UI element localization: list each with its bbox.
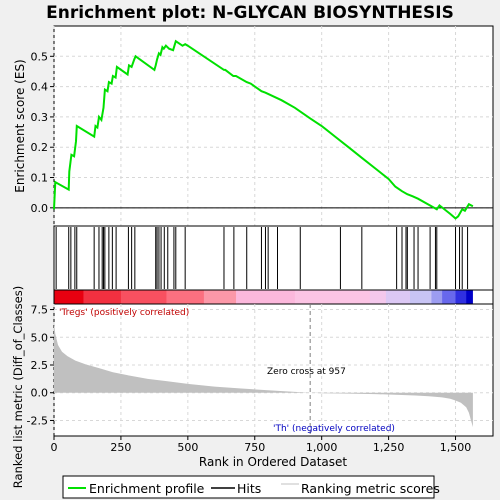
es-panel [53, 25, 494, 227]
es-grid [53, 26, 493, 226]
positive-class-label: 'Tregs' (positively correlated) [59, 308, 189, 318]
heat-bar-segment [203, 290, 237, 304]
negative-class-label: 'Th' (negatively correlated) [273, 424, 395, 434]
chart-title: Enrichment plot: N-GLYCAN BIOSYNTHESIS [46, 3, 454, 23]
metric-y-axis: -2.5 0.0 2.5 5.0 7.5 [27, 304, 54, 427]
heat-bar-segment [466, 290, 474, 304]
legend-box [62, 475, 435, 499]
x-tick-label: 0 [51, 441, 58, 454]
metric-y-tick-label: -2.5 [27, 414, 48, 427]
heat-bar-segment [294, 290, 371, 304]
heat-bar-segment [236, 290, 296, 304]
metric-panel [53, 303, 494, 437]
es-line-group [53, 39, 474, 220]
x-tick-label: 1,250 [373, 441, 405, 454]
es-y-tick-label: 0.4 [31, 81, 49, 94]
hits-panel [53, 225, 494, 291]
heat-bar-segment [410, 290, 432, 304]
es-y-label: Enrichment score (ES) [13, 59, 27, 192]
heat-bar-segment [455, 290, 467, 304]
heat-bar-segment [431, 290, 443, 304]
metric-y-tick-label: 7.5 [31, 304, 49, 317]
es-y-tick-label: 0.2 [31, 141, 49, 154]
x-tick-label: 1,000 [306, 441, 338, 454]
es-y-tick-label: 0.0 [31, 202, 49, 215]
zero-cross-label: Zero cross at 957 [267, 367, 346, 377]
heat-bar-segment [369, 290, 387, 304]
heat-bar-segment [83, 290, 122, 304]
x-tick-label: 1,500 [440, 441, 472, 454]
es-y-tick-label: 0.1 [31, 172, 49, 185]
heat-bar-segment [120, 290, 167, 304]
heat-bar-segment [442, 290, 457, 304]
metric-y-tick-label: 0.0 [31, 387, 49, 400]
x-tick-label: 250 [110, 441, 131, 454]
metric-y-tick-label: 2.5 [31, 359, 49, 372]
x-axis: 0 250 500 750 1,000 1,250 1,500 [51, 436, 472, 454]
x-tick-label: 500 [177, 441, 198, 454]
metric-y-tick-label: 5.0 [31, 331, 49, 344]
legend-es-label: Enrichment profile [89, 481, 205, 496]
es-y-tick-label: 0.5 [31, 50, 49, 63]
heat-bar-segment [166, 290, 205, 304]
es-y-tick-label: 0.3 [31, 111, 49, 124]
hits-group [55, 227, 469, 289]
x-tick-label: 750 [244, 441, 265, 454]
heat-bar-segment [385, 290, 411, 304]
heat-bar-empty [472, 290, 493, 304]
es-y-axis: 0.0 0.1 0.2 0.3 0.4 0.5 [31, 50, 54, 215]
legend-metric-label: Ranking metric scores [301, 481, 440, 496]
es-line [53, 39, 474, 220]
metric-y-label: Ranked list metric (Diff_of_Classes) [11, 286, 25, 488]
heat-bar-segment [54, 290, 84, 304]
legend-hits-label: Hits [237, 481, 261, 496]
rank-heat-bar [53, 289, 494, 305]
x-axis-label: Rank in Ordered Dataset [199, 455, 347, 469]
metric-grid [53, 304, 493, 436]
